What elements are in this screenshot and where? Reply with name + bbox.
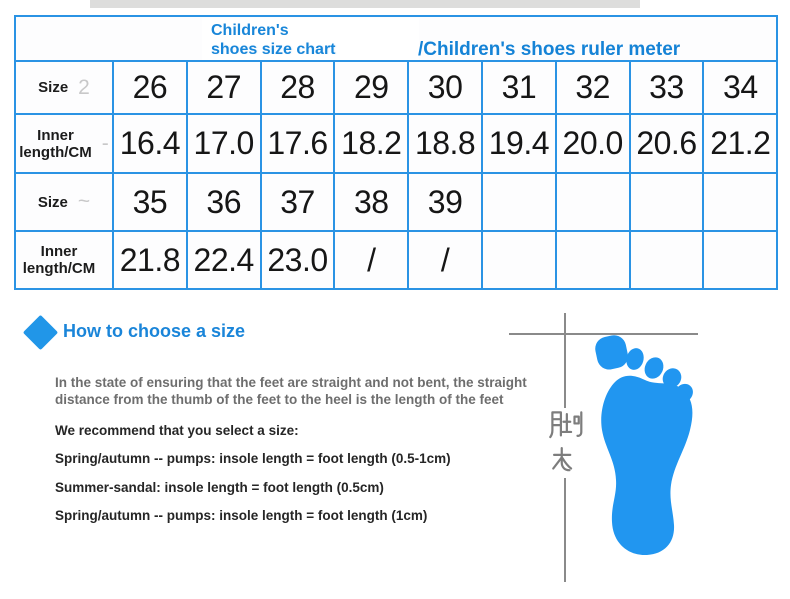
row-label-cell: Inner length/CM	[14, 230, 114, 290]
measuring-instructions: In the state of ensuring that the feet a…	[55, 375, 527, 407]
footprint-icon	[595, 335, 693, 556]
length-cell: 17.0	[185, 113, 262, 174]
row-label-cell: Size 2	[14, 60, 114, 115]
foot-length-label	[549, 411, 583, 472]
size-cell: 37	[259, 172, 336, 232]
size-cell	[480, 172, 557, 232]
label-ghost: 2	[78, 75, 90, 99]
size-cell: 28	[259, 60, 336, 115]
size-cell: 39	[407, 172, 483, 232]
recommend-text: We recommend that you select a size:	[55, 423, 299, 438]
row-label: Inner length/CM	[22, 243, 96, 277]
title-overlay: Children's shoes size chart	[202, 18, 419, 59]
size-cell: 35	[112, 172, 188, 232]
length-cell: 23.0	[259, 230, 336, 290]
size-cell: 29	[333, 60, 410, 115]
size-cell: 36	[185, 172, 262, 232]
scan-artifact-strip	[90, 0, 640, 8]
size-cell: 38	[333, 172, 410, 232]
size-cell: 27	[185, 60, 262, 115]
length-cell	[480, 230, 557, 290]
size-cell	[554, 172, 631, 232]
length-cell: /	[407, 230, 483, 290]
diamond-icon	[22, 314, 59, 351]
length-cell: 22.4	[185, 230, 262, 290]
length-cell: 21.2	[702, 113, 779, 174]
size-cell: 34	[702, 60, 779, 115]
table-title-cell: shoes size chart Children's shoes size c…	[13, 15, 779, 62]
length-cell: 20.6	[628, 113, 705, 174]
length-cell: 21.8	[112, 230, 188, 290]
label-ghost: -	[101, 131, 109, 155]
length-cell: 17.6	[259, 113, 336, 174]
table-title: Children's shoes size chart	[211, 22, 336, 58]
table-row-length-1: Inner length/CM - 16.4 17.0 17.6 18.2 18.…	[14, 113, 779, 174]
length-cell: 19.4	[480, 113, 557, 174]
size-cell	[628, 172, 705, 232]
table-row-size-1: Size 2 26 27 28 29 30 31 32 33 34	[14, 60, 779, 115]
length-cell	[702, 230, 779, 290]
size-rule-summer-sandal: Summer-sandal: insole length = foot leng…	[55, 480, 384, 495]
size-rule-spring-autumn-2: Spring/autumn -- pumps: insole length = …	[55, 508, 428, 523]
row-label: Size	[37, 193, 68, 211]
length-cell: 20.0	[554, 113, 631, 174]
length-cell: 18.2	[333, 113, 410, 174]
size-cell: 33	[628, 60, 705, 115]
length-cell	[628, 230, 705, 290]
size-chart-table: shoes size chart Children's shoes size c…	[13, 15, 779, 290]
length-cell: 18.8	[407, 113, 483, 174]
size-rule-spring-autumn-1: Spring/autumn -- pumps: insole length = …	[55, 451, 451, 466]
row-label-cell: Inner length/CM -	[14, 113, 114, 174]
length-cell	[554, 230, 631, 290]
horizontal-measure-line	[509, 333, 698, 335]
vertical-measure-line-bottom	[564, 478, 566, 582]
label-ghost: ~	[77, 190, 91, 213]
size-cell: 32	[554, 60, 631, 115]
table-title-row: shoes size chart Children's shoes size c…	[13, 15, 779, 62]
row-label: Size	[38, 79, 69, 96]
table-title-suffix: /Children's shoes ruler meter	[418, 39, 681, 60]
vertical-measure-line-top	[564, 313, 566, 408]
size-cell	[702, 172, 779, 232]
row-label-cell: Size ~	[14, 172, 114, 232]
length-cell: /	[333, 230, 410, 290]
how-to-choose-heading: How to choose a size	[63, 321, 246, 341]
size-cell: 26	[112, 60, 188, 115]
table-row-size-2: Size ~ 35 36 37 38 39	[14, 172, 779, 232]
row-label: Inner length/CM	[19, 126, 92, 161]
size-cell: 31	[480, 60, 557, 115]
size-cell: 30	[407, 60, 483, 115]
length-cell: 16.4	[112, 113, 188, 174]
table-row-length-2: Inner length/CM 21.8 22.4 23.0 / /	[14, 230, 779, 290]
